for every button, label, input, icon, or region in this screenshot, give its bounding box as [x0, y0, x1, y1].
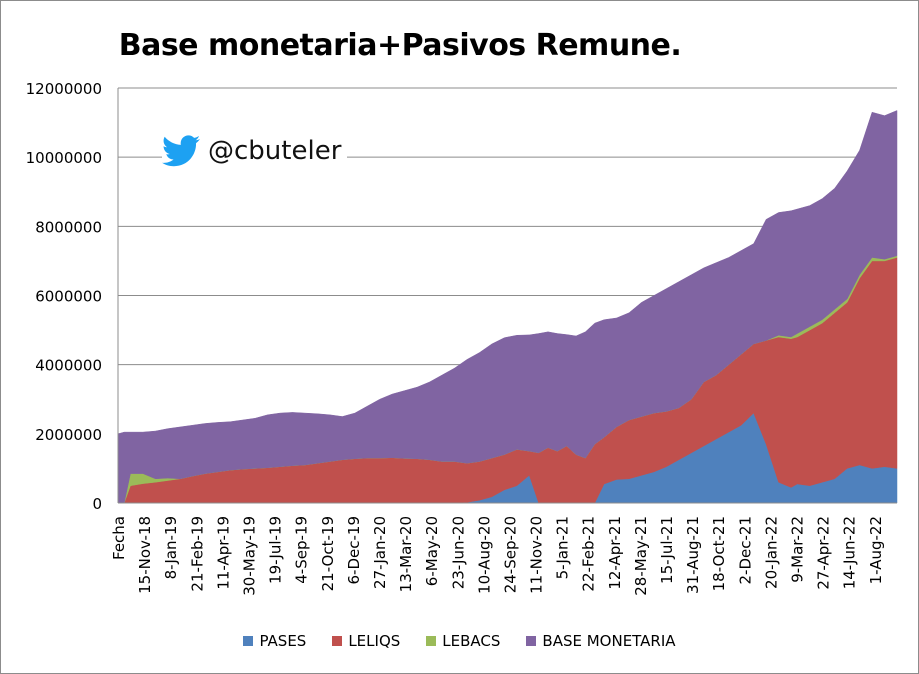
- x-tick-label-11: 13-Mar-20: [397, 516, 415, 592]
- x-tick-label-19: 12-Apr-21: [606, 516, 624, 590]
- y-axis: 12000000 10000000 8000000 6000000 4000000 200…: [26, 80, 119, 513]
- legend-item-lebacs: LEBACS: [426, 632, 500, 650]
- x-tick-label-12: 6-May-20: [423, 516, 441, 586]
- x-tick-label-27: 27-Apr-22: [815, 516, 833, 590]
- x-tick-label-4: 11-Apr-19: [214, 516, 232, 590]
- x-tick-label-26: 9-Mar-22: [789, 516, 807, 583]
- x-tick-label-22: 31-Aug-21: [684, 516, 702, 594]
- x-tick-label-16: 11-Nov-20: [528, 516, 546, 594]
- legend: PASES LELIQS LEBACS BASE MONETARIA: [0, 632, 919, 650]
- x-tick-label-9: 6-Dec-19: [345, 516, 363, 584]
- y-tick-label-5: 2000000: [35, 426, 102, 444]
- chart-title: Base monetaria+Pasivos Remune.: [118, 28, 682, 63]
- x-tick-label-17: 5-Jan-21: [554, 516, 572, 579]
- x-tick-label-6: 19-Jul-19: [267, 516, 285, 584]
- x-tick-label-15: 24-Sep-20: [501, 516, 519, 593]
- x-tick-label-10: 27-Jan-20: [371, 516, 389, 589]
- area-base-monetaria: [117, 110, 898, 504]
- x-tick-label-8: 21-Oct-19: [319, 516, 337, 591]
- x-tick-label-20: 28-May-21: [632, 516, 650, 596]
- legend-label-pases: PASES: [259, 632, 307, 650]
- legend-label-leliqs: LELIQS: [348, 632, 401, 650]
- legend-item-pases: PASES: [243, 632, 306, 650]
- x-tick-label-1: 15-Nov-18: [136, 516, 154, 594]
- x-tick-label-29: 1-Aug-22: [867, 516, 885, 584]
- x-tick-label-2: 8-Jan-19: [162, 516, 180, 579]
- x-tick-label-24: 2-Dec-21: [736, 516, 754, 584]
- x-tick-label-0: Fecha: [110, 516, 128, 560]
- area-series: [117, 110, 898, 504]
- x-tick-label-23: 18-Oct-21: [710, 516, 728, 591]
- legend-label-lebacs: LEBACS: [442, 632, 501, 650]
- y-tick-label-6: 0: [92, 495, 102, 513]
- y-tick-label-1: 10000000: [26, 149, 102, 167]
- x-tick-label-25: 20-Jan-22: [762, 516, 780, 589]
- x-tick-label-13: 23-Jun-20: [449, 516, 467, 589]
- y-tick-label-0: 12000000: [26, 80, 102, 98]
- twitter-handle-annotation: @cbuteler: [162, 135, 348, 167]
- legend-swatch-base-monetaria: [526, 636, 537, 646]
- legend-label-base-monetaria: BASE MONETARIA: [542, 632, 676, 650]
- y-tick-label-3: 6000000: [35, 288, 102, 306]
- legend-item-base-monetaria: BASE MONETARIA: [526, 632, 676, 650]
- x-tick-label-18: 22-Feb-21: [580, 516, 598, 592]
- x-tick-label-21: 15-Jul-21: [658, 516, 676, 584]
- x-tick-label-3: 21-Feb-19: [188, 516, 206, 592]
- x-tick-label-28: 14-Jun-22: [841, 516, 859, 589]
- legend-swatch-pases: [243, 636, 254, 646]
- twitter-bird-icon: [162, 135, 200, 167]
- legend-swatch-lebacs: [426, 636, 437, 646]
- twitter-handle-text: @cbuteler: [208, 136, 342, 166]
- y-tick-label-4: 4000000: [35, 357, 102, 375]
- y-tick-label-2: 8000000: [35, 218, 102, 236]
- x-tick-label-7: 4-Sep-19: [293, 516, 311, 584]
- x-tick-label-14: 10-Aug-20: [475, 516, 493, 594]
- legend-swatch-leliqs: [332, 636, 343, 646]
- x-axis: Fecha 15-Nov-18 8-Jan-19 21-Feb-19 11-Apr-19…: [110, 502, 897, 596]
- x-tick-label-5: 30-May-19: [240, 516, 258, 596]
- legend-item-leliqs: LELIQS: [332, 632, 400, 650]
